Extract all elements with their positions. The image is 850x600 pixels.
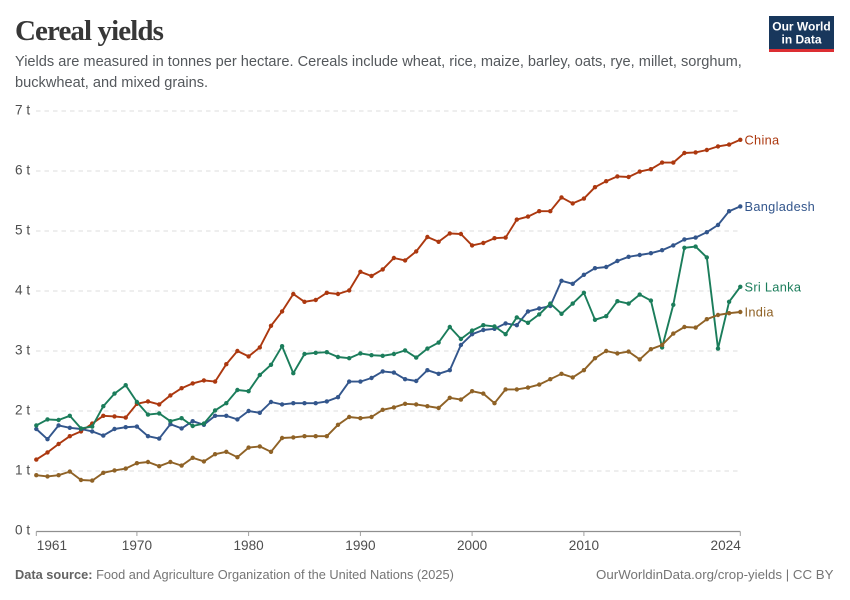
svg-text:1961: 1961	[37, 538, 67, 553]
svg-text:1 t: 1 t	[15, 463, 30, 478]
svg-text:buckwheat, and mixed grains.: buckwheat, and mixed grains.	[15, 75, 208, 91]
svg-text:1990: 1990	[345, 538, 376, 553]
svg-text:6 t: 6 t	[15, 163, 30, 178]
svg-text:in Data: in Data	[781, 33, 821, 47]
svg-text:Our World: Our World	[772, 20, 830, 34]
svg-text:Sri Lanka: Sri Lanka	[745, 279, 802, 294]
svg-text:OurWorldinData.org/crop-yields: OurWorldinData.org/crop-yields | CC BY	[596, 567, 834, 582]
svg-text:1980: 1980	[233, 538, 264, 553]
svg-text:China: China	[745, 132, 781, 147]
svg-text:Data source: Food and Agricult: Data source: Food and Agriculture Organi…	[15, 567, 454, 582]
svg-text:7 t: 7 t	[15, 103, 30, 118]
svg-text:0 t: 0 t	[15, 523, 30, 538]
svg-text:5 t: 5 t	[15, 223, 30, 238]
svg-text:Cereal yields: Cereal yields	[15, 15, 164, 47]
svg-text:3 t: 3 t	[15, 343, 30, 358]
svg-text:India: India	[745, 305, 775, 320]
svg-text:4 t: 4 t	[15, 283, 30, 298]
svg-text:Bangladesh: Bangladesh	[745, 199, 816, 214]
svg-text:Yields are measured in tonnes: Yields are measured in tonnes per hectar…	[15, 54, 742, 70]
svg-text:2010: 2010	[569, 538, 600, 553]
svg-text:2 t: 2 t	[15, 403, 30, 418]
svg-text:2000: 2000	[457, 538, 488, 553]
svg-text:2024: 2024	[711, 538, 742, 553]
svg-text:1970: 1970	[122, 538, 153, 553]
